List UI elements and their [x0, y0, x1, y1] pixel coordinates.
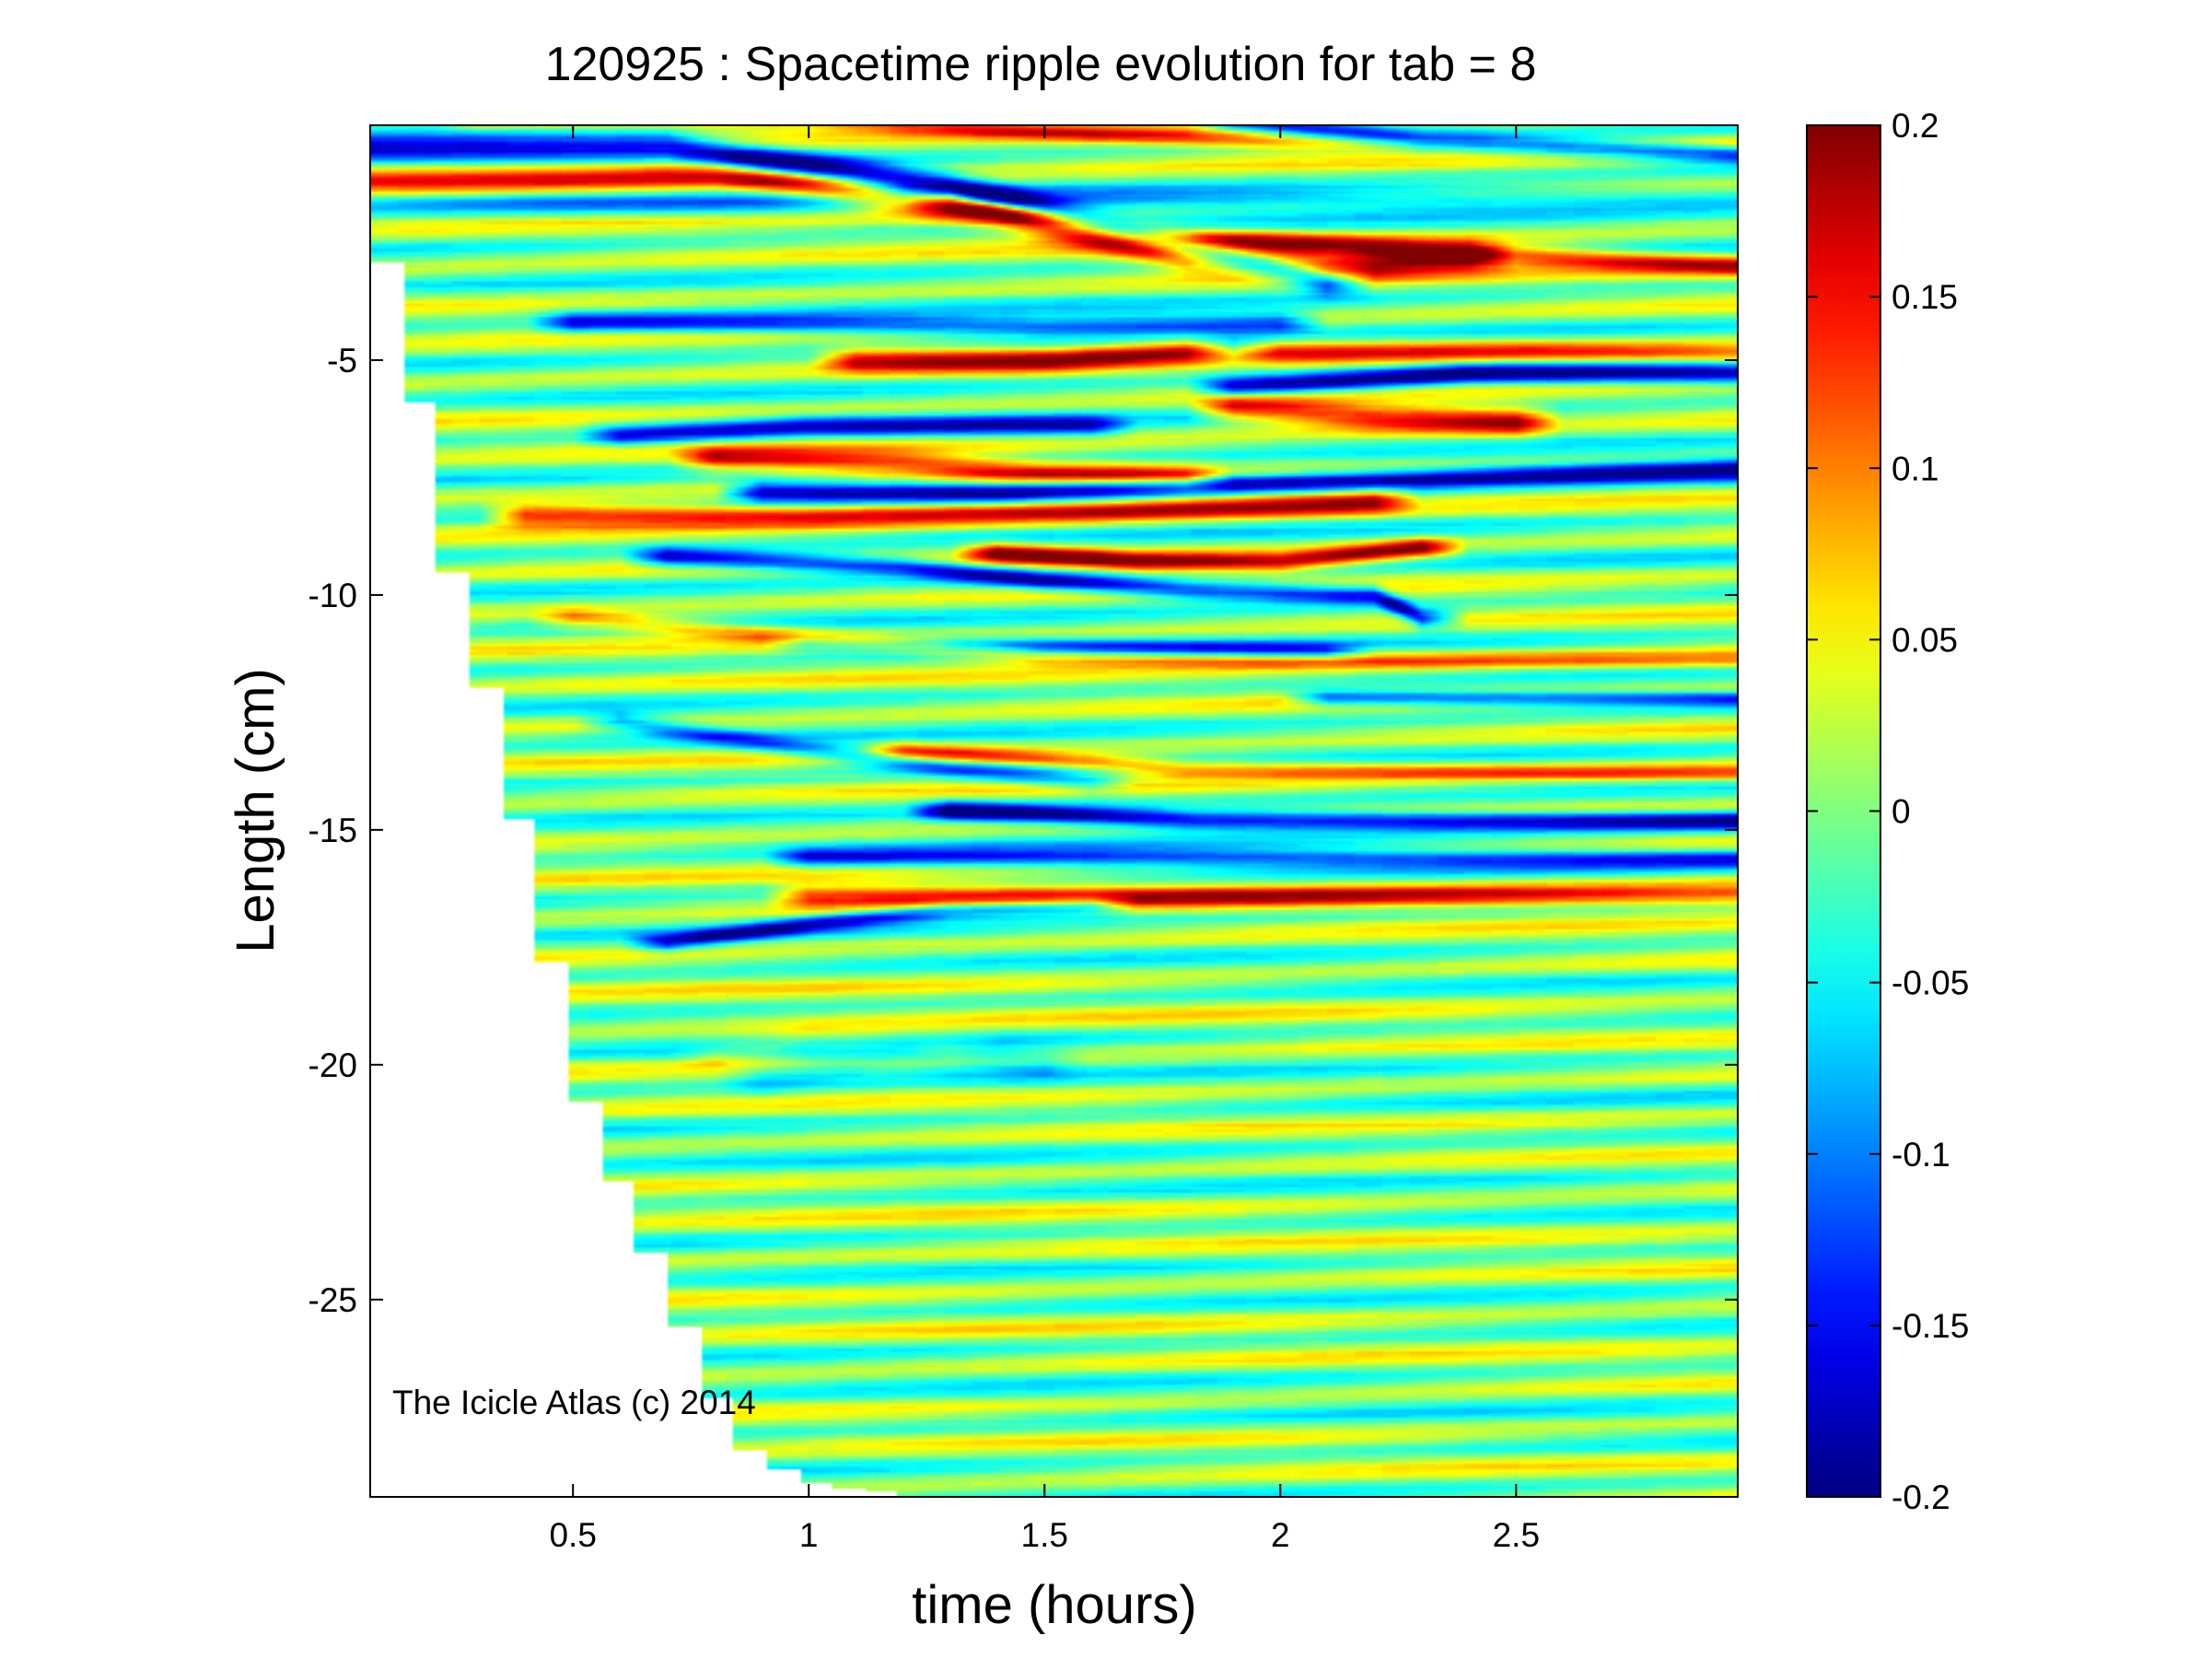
colorbar-tick-label: 0.2: [1892, 107, 1938, 145]
chart-title: 120925 : Spacetime ripple evolution for …: [545, 38, 1537, 91]
x-tick-label: 1: [799, 1516, 819, 1554]
x-axis-ticks: 0.5 1 1.5 2 2.5: [549, 125, 1540, 1554]
x-tick-label: 2: [1271, 1516, 1290, 1554]
y-axis-ticks: -5 -10 -15 -20 -25: [309, 342, 1738, 1319]
colorbar-gradient: [1807, 125, 1880, 1497]
colorbar-tick-label: -0.05: [1892, 964, 1969, 1002]
colorbar: 0.2 0.15 0.1 0.05 0 -0.05 -0.1 -0.15 -0.2: [1806, 107, 1969, 1516]
colorbar-tick-label: 0.15: [1892, 278, 1958, 316]
colorbar-tick-label: 0.1: [1892, 450, 1938, 487]
x-tick-label: 0.5: [549, 1516, 596, 1554]
colorbar-tick-label: -0.2: [1892, 1478, 1950, 1516]
watermark-annotation: The Icicle Atlas (c) 2014: [392, 1384, 756, 1421]
plot-area: 0.5 1 1.5 2 2.5 -5 -10 -15 -20 -25 The Icicle At…: [309, 124, 1739, 1554]
plot-frame: [369, 124, 1739, 1498]
x-tick-label: 1.5: [1021, 1516, 1068, 1554]
colorbar-tick-label: 0: [1892, 793, 1911, 831]
y-tick-label: -20: [309, 1046, 357, 1084]
colorbar-tick-label: -0.1: [1892, 1136, 1950, 1174]
colorbar-tick-label: 0.05: [1892, 621, 1958, 659]
y-tick-label: -25: [309, 1281, 357, 1319]
y-axis-label: Length (cm): [226, 668, 285, 952]
colorbar-ticks: 0.2 0.15 0.1 0.05 0 -0.05 -0.1 -0.15 -0.2: [1807, 107, 1969, 1516]
x-tick-label: 2.5: [1493, 1516, 1540, 1554]
y-tick-label: -5: [327, 342, 357, 380]
y-tick-label: -15: [309, 812, 357, 849]
x-axis-label: time (hours): [912, 1575, 1196, 1635]
heatmap-image: [370, 125, 1738, 1497]
colorbar-tick-label: -0.15: [1892, 1307, 1969, 1345]
y-tick-label: -10: [309, 577, 357, 614]
